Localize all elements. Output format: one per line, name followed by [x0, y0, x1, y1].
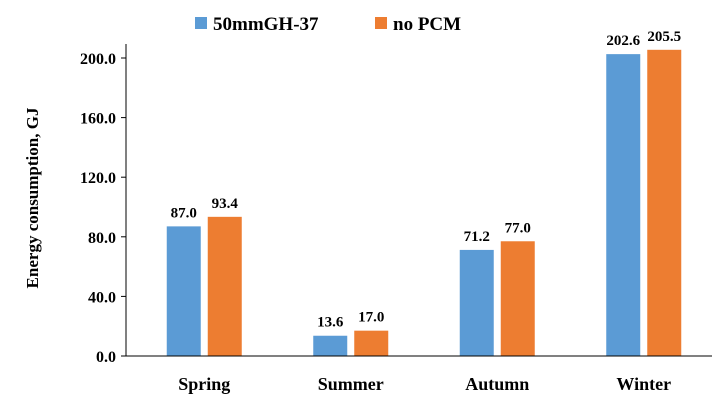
y-tick-label: 200.0: [80, 51, 116, 68]
y-tick-label: 0.0: [96, 349, 116, 366]
bar-spring-series-2: [207, 216, 242, 356]
x-category-label: Summer: [318, 374, 384, 394]
legend-swatch: [375, 17, 387, 29]
y-axis-label: Energy consumption, GJ: [23, 107, 42, 288]
x-category-label: Winter: [616, 374, 671, 394]
legend-label: 50mmGH-37: [213, 14, 319, 35]
bar-autumn-series-1: [459, 249, 494, 356]
y-tick-label: 160.0: [80, 111, 116, 128]
bar-autumn-series-2: [500, 241, 535, 356]
bar-winter-series-1: [606, 54, 641, 356]
bar-summer-series-1: [313, 335, 348, 356]
bar-spring-series-1: [166, 226, 201, 356]
data-label: 71.2: [464, 229, 490, 245]
data-label: 13.6: [317, 315, 344, 331]
legend: 50mmGH-37 no PCM: [195, 14, 461, 35]
bar-winter-series-2: [647, 49, 682, 357]
y-tick-label: 40.0: [88, 289, 116, 306]
legend-swatch: [195, 17, 207, 29]
bars: [166, 49, 682, 357]
y-axis-ticks: 0.0 40.0 80.0 120.0 160.0 200.0: [80, 51, 126, 366]
data-labels: 87.0 93.4 13.6 17.0 71.2 77.0 202.6 205.5: [171, 29, 682, 331]
data-label: 93.4: [212, 196, 239, 212]
data-label: 205.5: [647, 29, 681, 45]
data-label: 87.0: [171, 205, 197, 221]
x-axis-categories: Spring Summer Autumn Winter: [178, 374, 671, 394]
legend-label: no PCM: [393, 14, 461, 35]
y-tick-label: 80.0: [88, 230, 116, 247]
data-label: 202.6: [606, 33, 640, 49]
data-label: 77.0: [505, 220, 531, 236]
x-category-label: Spring: [178, 374, 230, 394]
data-label: 17.0: [358, 310, 384, 326]
y-tick-label: 120.0: [80, 170, 116, 187]
bar-summer-series-2: [354, 330, 389, 356]
x-category-label: Autumn: [465, 374, 529, 394]
